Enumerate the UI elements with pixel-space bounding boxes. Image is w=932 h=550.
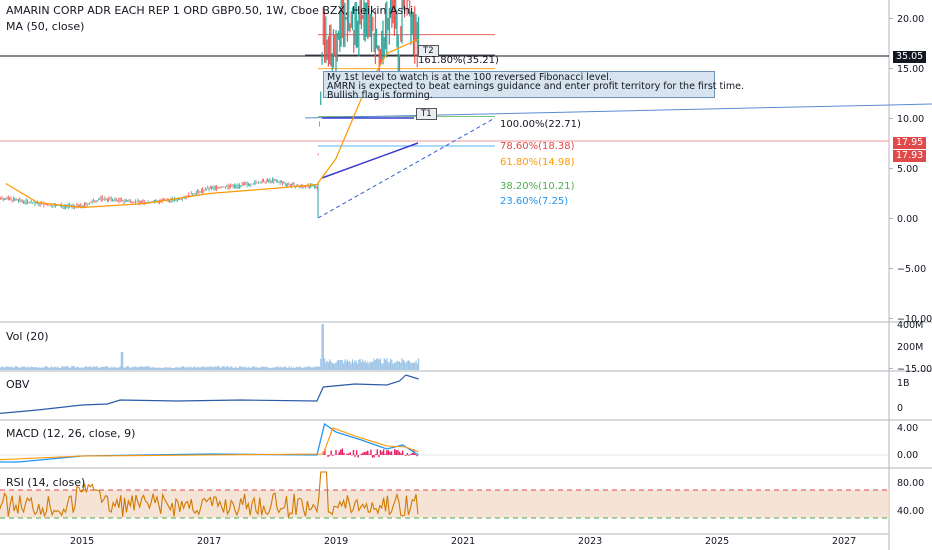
time-tick-label: 2025 (705, 536, 729, 547)
vol-tick-label: 200M (897, 342, 923, 353)
price-tick-label: 5.00 (897, 164, 918, 175)
price-tick-label: −10.00 (897, 314, 932, 325)
macd-line (0, 422, 419, 463)
price-tick-label: 20.00 (897, 14, 924, 25)
idea-note: My 1st level to watch is at the 100 reve… (323, 71, 745, 101)
target-t2-tag[interactable]: T2 (418, 45, 439, 57)
time-tick-label: 2021 (451, 536, 475, 547)
rsi-line (0, 471, 419, 519)
fib-label-236: 23.60%(7.25) (500, 196, 569, 207)
macd-pane-title: MACD (12, 26, close, 9) (6, 427, 136, 440)
fib-label-618: 61.80%(14.98) (500, 157, 575, 168)
last-price-label: 17.95 (893, 137, 927, 149)
time-tick-label: 2023 (578, 536, 602, 547)
price-tick-label: −15.00 (897, 364, 932, 375)
macd-tick-label: 0.00 (897, 450, 918, 461)
dashed-projection-line (317, 117, 496, 219)
ma-price-label: 17.93 (893, 150, 927, 162)
fib-label-100: 100.00%(22.71) (500, 119, 581, 130)
symbol-title: AMARIN CORP ADR EACH REP 1 ORD GBP0.50, … (6, 4, 414, 17)
ma-legend: MA (50, close) (6, 20, 85, 33)
time-tick-label: 2027 (832, 536, 856, 547)
vol-pane-title: Vol (20) (6, 330, 49, 343)
obv-tick-label: 0 (897, 403, 903, 414)
obv-tick-label: 1B (897, 378, 910, 389)
note-line: AMRN is expected to beat earnings guidan… (327, 81, 745, 92)
rsi-pane-title: RSI (14, close) (6, 476, 86, 489)
target-t1-tag[interactable]: T1 (416, 108, 437, 120)
trend-line-t1 (304, 103, 932, 119)
time-tick-label: 2019 (324, 536, 348, 547)
fib-label-161: 161.80%(35.21) (418, 55, 499, 66)
note-line: Bullish flag is forming. (327, 90, 433, 101)
price-tick-label: 10.00 (897, 114, 924, 125)
ma-line (5, 38, 419, 209)
time-tick-label: 2015 (70, 536, 94, 547)
obv-line (0, 374, 419, 414)
price-tick-label: 15.00 (897, 64, 924, 75)
note-line: My 1st level to watch is at the 100 reve… (327, 72, 612, 83)
obv-pane-title: OBV (6, 378, 30, 391)
rsi-tick-label: 40.00 (897, 506, 924, 517)
fib-label-382: 38.20%(10.21) (500, 181, 575, 192)
price-tick-label: 0.00 (897, 214, 918, 225)
hline-price-label: 35.05 (893, 51, 927, 63)
flag-lower-line (321, 142, 419, 179)
macd-signal-line (0, 427, 419, 461)
time-tick-label: 2017 (197, 536, 221, 547)
rsi-tick-label: 80.00 (897, 478, 924, 489)
macd-tick-label: 4.00 (897, 423, 918, 434)
price-tick-label: −5.00 (897, 264, 926, 275)
vol-tick-label: 400M (897, 320, 923, 331)
fib-label-786: 78.60%(18.38) (500, 141, 575, 152)
